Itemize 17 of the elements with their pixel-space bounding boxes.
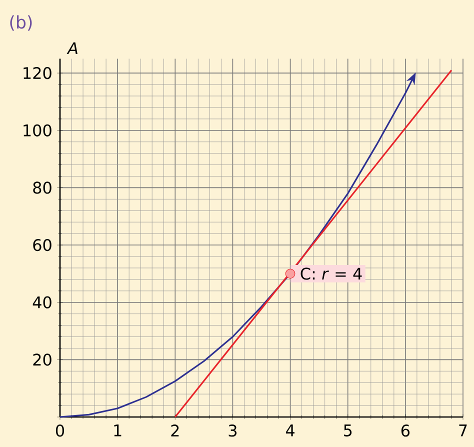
- annotation: C: r = 4: [300, 268, 362, 280]
- x-tick-label: 3: [228, 424, 237, 437]
- x-tick-label: 1: [114, 424, 122, 436]
- y-tick-label: 60: [33, 238, 52, 252]
- x-tick-label: 5: [344, 424, 352, 436]
- x-tick-label: 7: [459, 424, 467, 436]
- x-tick-label: 4: [286, 424, 294, 436]
- y-axis-title: A: [66, 42, 78, 54]
- y-tick-label: 120: [24, 67, 52, 80]
- y-tick-label: 40: [32, 296, 52, 308]
- y-tick-label: 20: [33, 354, 52, 366]
- y-tick-label: 80: [33, 182, 52, 194]
- x-tick-label: 0: [56, 424, 64, 437]
- x-tick-label: 6: [401, 424, 410, 437]
- y-tick-label: 100: [24, 124, 52, 136]
- chart-title: (b): [10, 15, 32, 31]
- x-tick-label: 2: [171, 424, 179, 436]
